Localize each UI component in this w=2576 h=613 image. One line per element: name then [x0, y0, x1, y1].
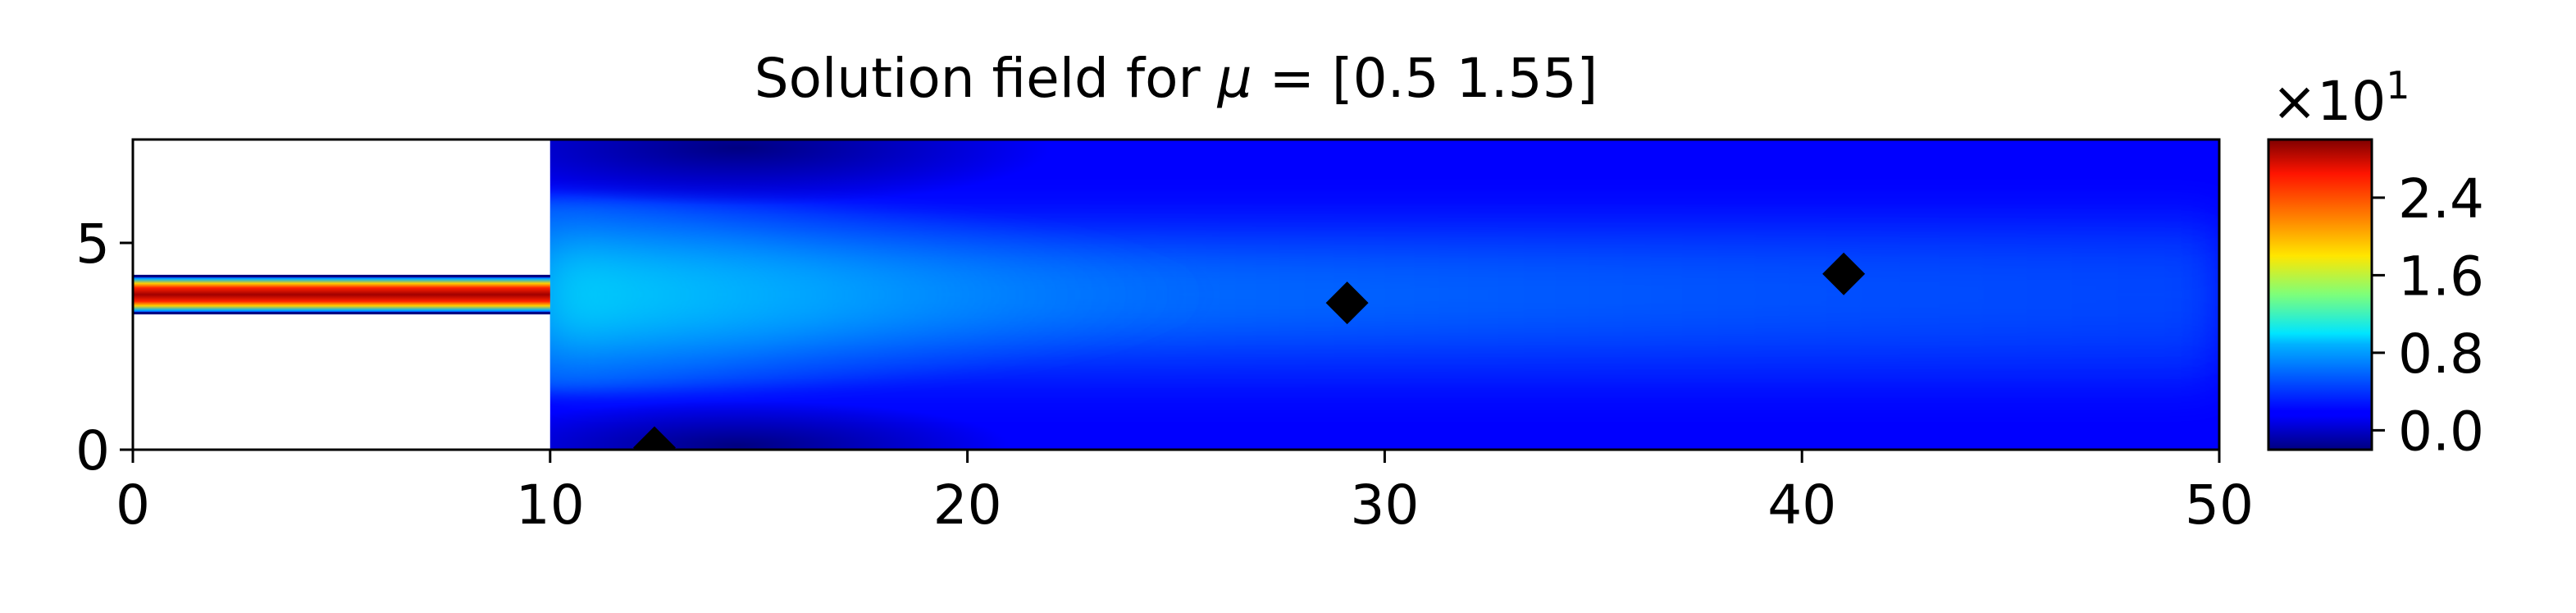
- y-tick-label: 5: [75, 213, 110, 276]
- inlet-channel: [133, 276, 550, 313]
- x-tick-label: 20: [933, 473, 1002, 537]
- colorbar-tick-label: 0.8: [2398, 323, 2484, 386]
- colorbar-scale-exponent: 1: [2386, 63, 2410, 108]
- colorbar-ticks: 0.0 0.8 1.6 2.4: [2372, 167, 2484, 463]
- x-tick-label: 10: [516, 473, 585, 537]
- jet-plume: [549, 196, 1218, 393]
- colorbar-scale-label: ×101: [2272, 63, 2410, 133]
- y-ticks: 05: [75, 213, 133, 483]
- title-mu: μ: [1217, 47, 1252, 110]
- x-ticks: 0 10 20 30 40 50: [116, 450, 2254, 537]
- colorbar-scale-base: ×10: [2272, 70, 2386, 133]
- marker-2: [1325, 281, 1369, 325]
- x-tick-label: 30: [1350, 473, 1419, 537]
- title-prefix: Solution field for: [755, 47, 1218, 110]
- recirculation-top: [549, 140, 1051, 206]
- markers-layer: [633, 252, 1866, 450]
- marker-1: [633, 426, 676, 450]
- x-tick-label: 40: [1767, 473, 1836, 537]
- colorbar: 0.0 0.8 1.6 2.4 ×101: [2267, 63, 2484, 463]
- colorbar-tick-label: 1.6: [2398, 245, 2484, 308]
- field-layer: [133, 140, 2219, 450]
- x-tick-label: 50: [2185, 473, 2254, 537]
- colorbar-tick-label: 0.0: [2398, 400, 2484, 463]
- colorbar-tick-label: 2.4: [2398, 167, 2484, 231]
- title-suffix: = [0.5 1.55]: [1252, 47, 1598, 110]
- y-tick-label: 0: [75, 419, 110, 483]
- chart-title: Solution field for μ = [0.5 1.55]: [755, 47, 1598, 110]
- marker-3: [1822, 252, 1866, 295]
- colorbar-gradient: [2267, 138, 2373, 451]
- x-tick-label: 0: [116, 473, 150, 537]
- axes-frame: [131, 138, 2221, 451]
